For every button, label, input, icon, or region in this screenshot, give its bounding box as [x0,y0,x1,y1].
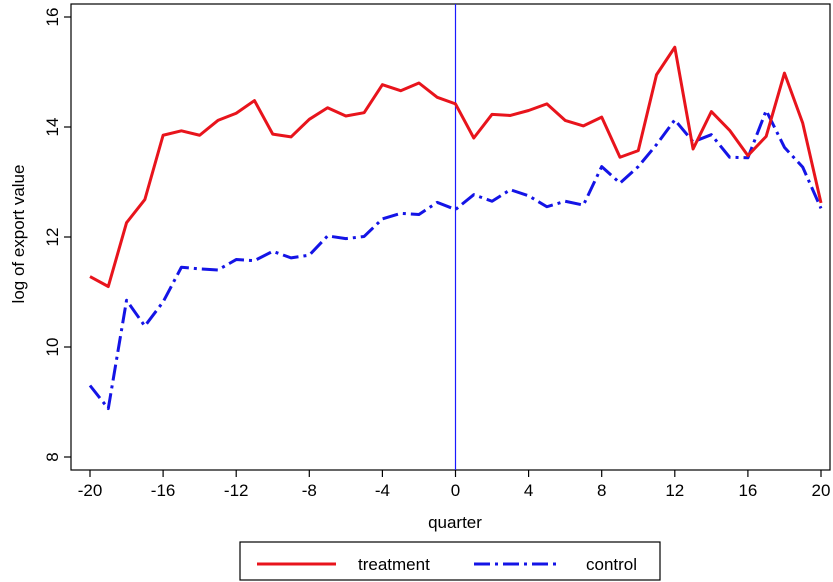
series-line-treatment [89,45,823,288]
legend-label-control: control [586,555,637,574]
y-axis: 8 10 12 14 16 [43,8,71,462]
x-tick-label: -16 [151,481,176,500]
legend-label-treatment: treatment [358,555,430,574]
y-tick-label: 12 [43,228,62,247]
x-axis-title: quarter [428,513,482,532]
y-axis-title: log of export value [9,165,28,304]
x-tick-label: 0 [451,481,460,500]
y-tick-label: 8 [43,452,62,461]
x-axis: -20 -16 -12 -8 -4 0 4 8 12 16 20 [78,470,831,500]
x-tick-label: 16 [738,481,757,500]
legend-box [239,541,661,581]
x-tick-label: 20 [812,481,831,500]
plot-area [70,3,831,471]
legend: treatment control [239,541,661,581]
x-tick-label: 12 [665,481,684,500]
y-tick-label: 10 [43,338,62,357]
x-tick-label: -20 [78,481,103,500]
x-tick-label: 8 [597,481,606,500]
x-tick-label: -4 [375,481,390,500]
y-tick-label: 14 [43,118,62,137]
series-layer [88,4,823,470]
x-tick-label: -8 [302,481,317,500]
x-tick-label: -12 [224,481,249,500]
x-tick-label: 4 [524,481,533,500]
y-tick-label: 16 [43,8,62,27]
plot-border [70,3,831,471]
